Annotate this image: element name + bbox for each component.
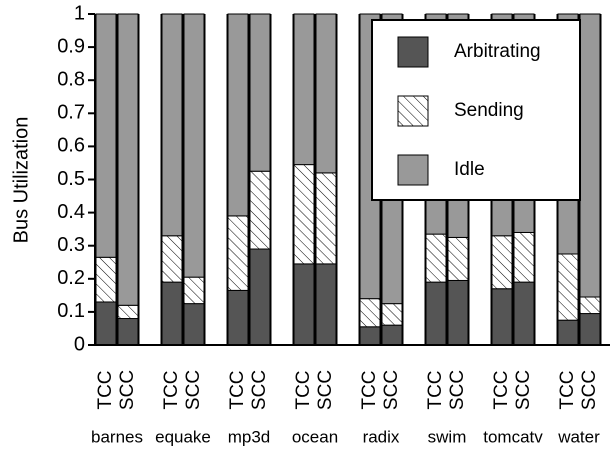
bar-segment — [447, 279, 469, 346]
bar-segment — [447, 236, 469, 281]
bar-segment — [227, 215, 249, 291]
y-tick-label: 0.6 — [57, 135, 85, 157]
bar-segment — [293, 13, 315, 166]
bar-segment — [249, 248, 271, 346]
y-tick-label: 0.8 — [57, 68, 85, 90]
bar-segment — [117, 304, 139, 320]
group-label: tomcatv — [483, 427, 543, 446]
group-label: swim — [428, 427, 467, 446]
group-label: radix — [363, 427, 400, 446]
bar-label: SCC — [315, 370, 336, 410]
y-tick-label: 0.4 — [57, 201, 85, 223]
bar-segment — [161, 281, 183, 346]
group-label: equake — [155, 427, 211, 446]
bar-label: TCC — [161, 370, 182, 409]
bar-segment — [161, 235, 183, 283]
bar-segment — [227, 13, 249, 217]
bar-segment — [513, 231, 535, 283]
bar-label: SCC — [447, 370, 468, 410]
bar-segment — [359, 298, 381, 328]
bar-segment — [513, 281, 535, 346]
bar-segment — [183, 276, 205, 305]
y-tick-label: 0.7 — [57, 102, 85, 124]
y-tick-label: 0 — [74, 333, 85, 355]
bar-segment — [95, 256, 117, 303]
bar-label: SCC — [249, 370, 270, 410]
bar-segment — [557, 253, 579, 321]
y-tick-label: 0.1 — [57, 300, 85, 322]
bar-segment — [95, 13, 117, 258]
bar-segment — [117, 13, 139, 306]
bar-segment — [491, 235, 513, 290]
bar-segment — [161, 13, 183, 237]
bar-segment — [293, 263, 315, 346]
group-label: mp3d — [228, 427, 271, 446]
bar-segment — [315, 263, 337, 346]
bar-segment — [579, 313, 601, 346]
bar-label: TCC — [293, 370, 314, 409]
bar-label: TCC — [95, 370, 116, 409]
legend-swatch — [397, 154, 429, 186]
y-axis-label: Bus Utilization — [10, 117, 32, 244]
y-tick-label: 0.5 — [57, 168, 85, 190]
group-label: barnes — [91, 427, 143, 446]
bar-segment — [491, 288, 513, 346]
bar-segment — [227, 289, 249, 346]
bar-segment — [249, 170, 271, 250]
bar-segment — [425, 281, 447, 346]
bar-segment — [381, 324, 403, 346]
bar-label: TCC — [491, 370, 512, 409]
bar-segment — [579, 296, 601, 315]
bar-label: TCC — [425, 370, 446, 409]
group-label: water — [557, 427, 600, 446]
legend-swatch — [397, 95, 429, 127]
y-tick-label: 1 — [74, 2, 85, 24]
bar-segment — [117, 318, 139, 346]
bar-label: SCC — [513, 370, 534, 410]
bar-segment — [293, 164, 315, 265]
bar-label: TCC — [227, 370, 248, 409]
legend-swatch — [397, 36, 429, 68]
bar-label: TCC — [557, 370, 578, 409]
bar-segment — [381, 303, 403, 326]
y-tick-label: 0.9 — [57, 35, 85, 57]
bar-segment — [183, 303, 205, 346]
y-tick-label: 0.2 — [57, 267, 85, 289]
bar-segment — [249, 13, 271, 172]
bar-segment — [425, 233, 447, 283]
bar-label: SCC — [117, 370, 138, 410]
bar-segment — [315, 172, 337, 265]
bar-segment — [315, 13, 337, 174]
bar-label: TCC — [359, 370, 380, 409]
bar-segment — [183, 13, 205, 278]
bar-segment — [359, 326, 381, 346]
legend-label: Idle — [454, 159, 485, 180]
y-tick-label: 0.3 — [57, 234, 85, 256]
bar-segment — [557, 319, 579, 346]
bar-label: SCC — [381, 370, 402, 410]
bar-label: SCC — [183, 370, 204, 410]
bar-label: SCC — [579, 370, 600, 410]
legend-label: Arbitrating — [454, 41, 541, 62]
bar-segment — [95, 301, 117, 346]
bar-segment — [579, 13, 601, 298]
group-label: ocean — [292, 427, 338, 446]
legend-label: Sending — [454, 100, 524, 121]
